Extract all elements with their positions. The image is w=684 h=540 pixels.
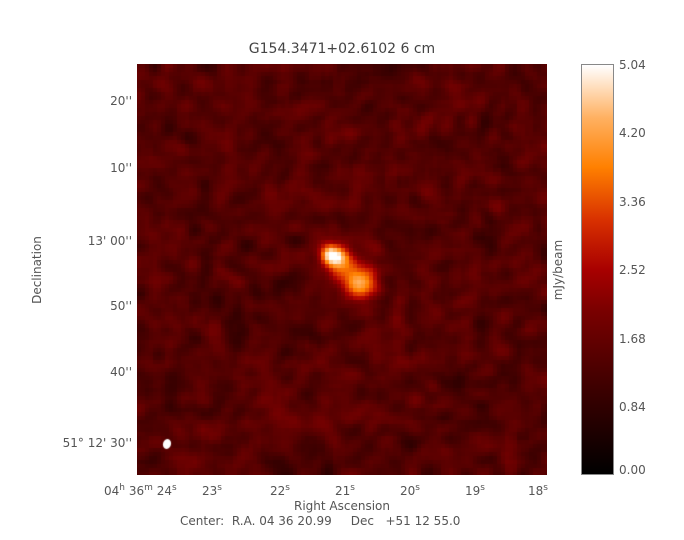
x-tick-label: 19s <box>465 483 485 498</box>
x-tick-label: 20s <box>400 483 420 498</box>
colorbar-tick: 0.00 <box>619 463 646 477</box>
colorbar-label: mJy/beam <box>551 239 565 301</box>
x-tick-label: 21s <box>335 483 355 498</box>
x-tick-label: 18s <box>528 483 548 498</box>
y-tick-label: 40'' <box>110 365 132 379</box>
colorbar-tick: 5.04 <box>619 58 646 72</box>
colorbar <box>581 64 614 475</box>
y-tick-label: 20'' <box>110 94 132 108</box>
y-axis-label: Declination <box>30 236 44 304</box>
y-tick-label: 10'' <box>110 161 132 175</box>
colorbar-tick: 3.36 <box>619 195 646 209</box>
y-tick-label: 50'' <box>110 299 132 313</box>
y-tick-label: 13' 00'' <box>87 234 132 248</box>
x-axis-label: Right Ascension <box>294 499 390 513</box>
colorbar-tick: 2.52 <box>619 263 646 277</box>
chart-title: G154.3471+02.6102 6 cm <box>248 41 436 57</box>
x-tick-label: 23s <box>202 483 222 498</box>
colorbar-tick: 0.84 <box>619 400 646 414</box>
x-tick-label-first: 04h 36m 24s <box>104 483 177 498</box>
center-coordinates: Center: R.A. 04 36 20.99 Dec +51 12 55.0 <box>180 514 461 528</box>
x-tick-label: 22s <box>270 483 290 498</box>
colorbar-tick: 4.20 <box>619 126 646 140</box>
colorbar-tick: 1.68 <box>619 332 646 346</box>
y-tick-label: 51° 12' 30'' <box>62 436 132 450</box>
heatmap-image <box>137 64 547 475</box>
